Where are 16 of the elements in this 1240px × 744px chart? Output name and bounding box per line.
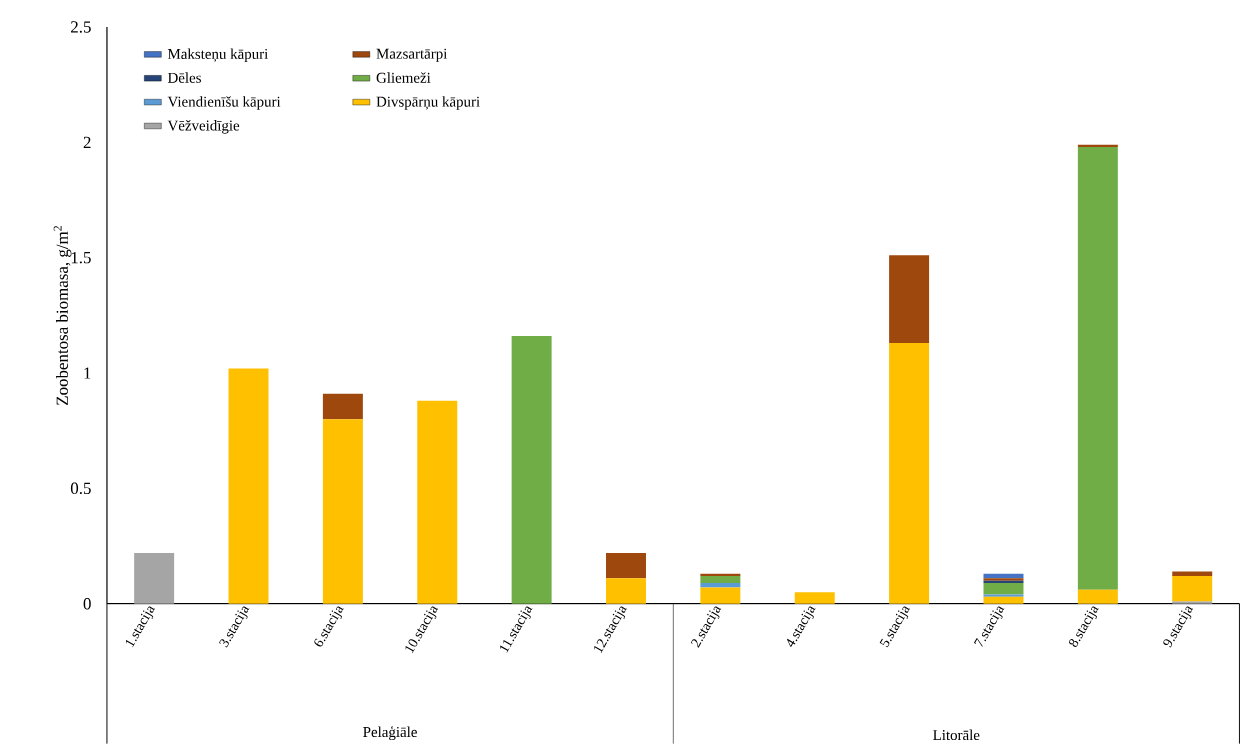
- legend-label: Gliemeži: [376, 72, 431, 83]
- y-tick-label: 2.5: [71, 21, 91, 33]
- text: Litorāle: [933, 729, 980, 741]
- legend-label: Viendienīšu kāpuri: [167, 96, 281, 110]
- legend-label: Mazsartārpi: [376, 48, 448, 62]
- legend-label: Divspārņu kāpuri: [376, 96, 480, 110]
- y-tick-label: 1.5: [71, 251, 91, 264]
- y-tick-label: 0: [83, 597, 91, 610]
- y-tick-label: 1: [84, 367, 91, 379]
- y-tick-label: 0.5: [70, 482, 91, 495]
- legend-label: Vēžveidīgie: [167, 119, 240, 134]
- text: Pelaģiāle: [363, 726, 417, 741]
- legend-label: Dēles: [167, 72, 201, 83]
- y-axis-title: Zoobentosa biomasa, g/m$^{2}$: [53, 226, 72, 405]
- y-tick-label: 2: [83, 136, 91, 148]
- legend-label: Maksteņu kāpuri: [167, 48, 268, 62]
